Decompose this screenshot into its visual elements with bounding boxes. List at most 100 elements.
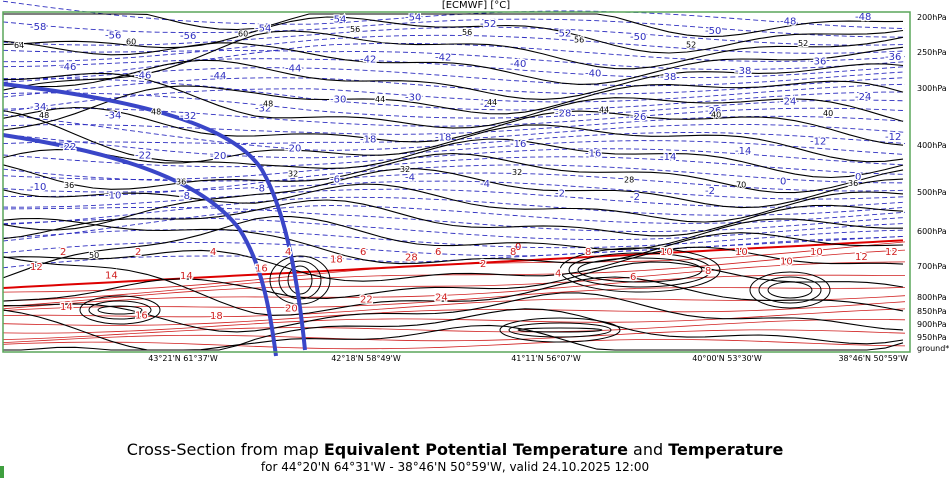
temperature-label: 10 bbox=[810, 247, 823, 258]
isotherm-below-freezing bbox=[2, 49, 906, 70]
theta-e-closed-contour bbox=[88, 300, 152, 320]
temperature-label: -14 bbox=[735, 146, 751, 157]
location-label: 43°21'N 61°37'W bbox=[148, 354, 218, 363]
temperature-label: 16 bbox=[255, 263, 268, 274]
theta-e-isoline bbox=[2, 80, 904, 131]
temperature-label: -26 bbox=[705, 106, 721, 117]
temperature-label: -40 bbox=[585, 69, 601, 80]
theta-e-label: 70 bbox=[736, 181, 746, 190]
temperature-label: -54 bbox=[330, 14, 346, 25]
pressure-level-label: 800hPa bbox=[917, 293, 947, 302]
isotherm-below-freezing bbox=[2, 164, 906, 197]
isotherm-below-freezing bbox=[2, 92, 906, 119]
temperature-label: 0 bbox=[855, 172, 861, 183]
location-label: 41°11'N 56°07'W bbox=[511, 354, 581, 363]
theta-e-closed-contour bbox=[559, 247, 721, 293]
temperature-label: 6 bbox=[630, 272, 636, 283]
isotherm-below-freezing bbox=[2, 78, 906, 111]
theta-e-isoline bbox=[3, 13, 904, 38]
pressure-level-label: 300hPa bbox=[917, 84, 947, 93]
theta-e-isoline bbox=[2, 40, 904, 85]
isotherm-above-freezing bbox=[2, 249, 906, 302]
temperature-label: -32 bbox=[180, 111, 196, 122]
temperature-labels: -58-56 -56-54-54 -54-52-52 -50-50-48 -48-46-… bbox=[29, 11, 903, 324]
isotherm-below-freezing bbox=[2, 115, 906, 135]
temperature-label: -38 bbox=[660, 72, 676, 83]
theta-e-isoline bbox=[2, 72, 904, 129]
location-label: 42°18'N 58°49'W bbox=[331, 354, 401, 363]
theta-e-closed-contour bbox=[758, 276, 822, 304]
temperature-label: 12 bbox=[885, 247, 898, 258]
temperature-label: -30 bbox=[330, 94, 346, 105]
temperature-label: 2 bbox=[60, 247, 66, 258]
theta-e-label: 64 bbox=[14, 41, 24, 50]
location-axis-labels: 43°21'N 61°37'W 42°18'N 58°49'W 41°11'N 56… bbox=[148, 354, 908, 363]
isotherm-below-freezing bbox=[2, 67, 906, 87]
source-label: [ECMWF] [°C] bbox=[441, 0, 511, 11]
temperature-label: -54 bbox=[405, 12, 421, 23]
temperature-label: 4 bbox=[210, 247, 216, 258]
temperature-label: -22 bbox=[135, 150, 151, 161]
location-label: 38°46'N 50°59'W bbox=[838, 354, 908, 363]
isotherm-below-freezing bbox=[2, 168, 906, 192]
temperature-label: -30 bbox=[405, 92, 421, 103]
theta-e-label: 48 bbox=[263, 100, 273, 109]
theta-e-closed-contour bbox=[568, 252, 712, 288]
freezing-level-line bbox=[2, 239, 904, 289]
temperature-label: 22 bbox=[360, 294, 373, 305]
temperature-label: 14 bbox=[180, 271, 193, 282]
title-prefix: Cross-Section from map bbox=[126, 440, 324, 459]
pressure-level-label: ground* bbox=[917, 344, 949, 353]
theta-e-isoline bbox=[2, 30, 904, 91]
temperature-label: -12 bbox=[885, 132, 901, 143]
pressure-level-label: 900hPa bbox=[917, 320, 947, 329]
theta-e-label: 44 bbox=[599, 105, 609, 114]
temperature-label: -12 bbox=[810, 137, 826, 148]
isotherm-below-freezing bbox=[2, 42, 906, 81]
temperature-label: -46 bbox=[135, 70, 151, 81]
isotherm-below-freezing bbox=[2, 0, 906, 30]
temperature-label: -28 bbox=[480, 99, 496, 110]
isotherm-above-freezing bbox=[2, 274, 905, 310]
temperature-label: -2 bbox=[555, 189, 565, 200]
plot-background bbox=[3, 12, 910, 352]
theta-e-label: 56 bbox=[574, 35, 584, 44]
temperature-label: -24 bbox=[855, 92, 871, 103]
isotherm-below-freezing bbox=[2, 148, 906, 168]
isotherm-below-freezing bbox=[2, 235, 906, 257]
temperature-label: -26 bbox=[630, 112, 646, 123]
pressure-level-label: 400hPa bbox=[917, 141, 947, 150]
theta-e-closed-contour bbox=[767, 281, 813, 299]
temperature-label: -46 bbox=[60, 62, 76, 73]
theta-e-closed-contour bbox=[508, 322, 612, 338]
theta-e-isoline bbox=[2, 309, 904, 351]
isotherm-below-freezing bbox=[2, 156, 906, 180]
theta-e-closed-contour bbox=[577, 257, 703, 283]
theta-e-isoline bbox=[2, 246, 904, 282]
title-connector: and bbox=[627, 440, 669, 459]
pressure-level-label: 600hPa bbox=[917, 227, 947, 236]
temperature-label: -58 bbox=[30, 22, 46, 33]
temperature-label: -48 bbox=[855, 12, 871, 23]
temperature-label: -20 bbox=[285, 143, 301, 154]
temperature-label: -8 bbox=[255, 183, 265, 194]
temperature-label: 6 bbox=[360, 247, 366, 258]
thick-highlight-line bbox=[2, 133, 278, 357]
temperature-label: 10 bbox=[660, 247, 673, 258]
temperature-label: 14 bbox=[105, 270, 118, 281]
theta-e-isoline bbox=[2, 292, 904, 333]
temperature-label: -16 bbox=[585, 149, 601, 160]
temperature-label: 16 bbox=[135, 310, 148, 321]
temperature-label: 28 bbox=[405, 252, 418, 263]
theta-e-closed-contour bbox=[517, 327, 603, 333]
pressure-level-label: 950hPa bbox=[917, 333, 947, 342]
theta-e-isoline bbox=[2, 124, 904, 164]
temperature-label: -54 bbox=[255, 23, 271, 34]
temperature-label: 2 bbox=[480, 259, 486, 270]
pressure-level-label: 200hPa bbox=[917, 13, 947, 22]
temperature-label: -36 bbox=[810, 57, 826, 68]
temperature-label: 6 bbox=[435, 247, 441, 258]
temperature-label: -52 bbox=[555, 29, 571, 40]
pressure-level-label: 850hPa bbox=[917, 307, 947, 316]
